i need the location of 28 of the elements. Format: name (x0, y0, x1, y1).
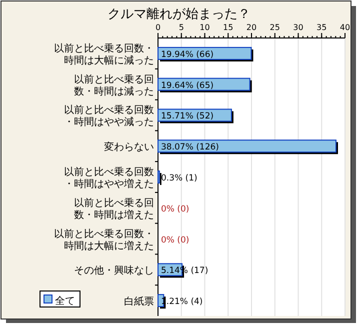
x-tick-label: 20 (246, 23, 257, 32)
data-label: 38.07% (126) (161, 142, 219, 153)
x-tick-label: 25 (270, 23, 280, 32)
data-label: 0% (0) (161, 204, 190, 214)
y-tick-label: 以前と比べ乗る回数・時間は減った (74, 73, 154, 98)
y-tick-label: 以前と比べ乗る回数・時間はやや減った (64, 104, 154, 128)
x-tick-label: 15 (223, 23, 234, 32)
data-label: 0% (0) (161, 235, 190, 246)
x-tick-label: 35 (316, 23, 327, 32)
bar (158, 140, 336, 153)
y-tick-label: 以前と比べ乗る回数・時間は大幅に増えた (54, 228, 154, 252)
x-tick-label: 0 (155, 23, 161, 32)
y-tick-label: 白紙票 (124, 296, 154, 308)
data-label: 0.3% (1) (161, 174, 198, 184)
x-tick-label: 10 (200, 23, 210, 32)
y-tick-label: 以前と比べ乗る回数・時間は大幅に減った (54, 42, 154, 66)
chart-title: クルマ離れが始まった？ (108, 7, 250, 22)
y-tick-label: 変わらない (104, 141, 154, 154)
y-tick-label: 以前と比べ乗る回数・時間はやや増えた (64, 166, 154, 190)
data-label: 15.71% (52) (161, 112, 214, 122)
x-tick-label: 5 (178, 23, 184, 32)
y-tick-label: その他・興味なし (74, 264, 154, 277)
x-tick-label: 40 (340, 23, 350, 32)
x-tick-label: 30 (293, 23, 304, 32)
data-label: 19.94% (66) (161, 50, 214, 60)
data-label: 19.64% (65) (161, 80, 214, 91)
y-tick-label: 以前と比べ乗る回数・時間は増えた (74, 196, 154, 221)
legend-label: 全て (55, 295, 75, 307)
